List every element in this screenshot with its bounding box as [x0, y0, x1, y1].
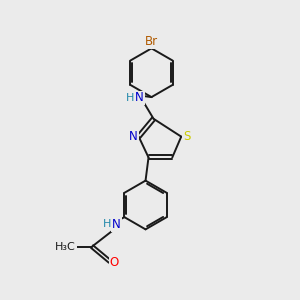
Text: H: H	[126, 93, 134, 103]
Text: H₃C: H₃C	[55, 242, 76, 252]
Text: N: N	[129, 130, 138, 143]
Text: N: N	[112, 218, 121, 231]
Text: Br: Br	[145, 35, 158, 48]
Text: N: N	[135, 92, 144, 104]
Text: H: H	[103, 219, 111, 229]
Text: S: S	[183, 130, 190, 143]
Text: O: O	[110, 256, 119, 269]
